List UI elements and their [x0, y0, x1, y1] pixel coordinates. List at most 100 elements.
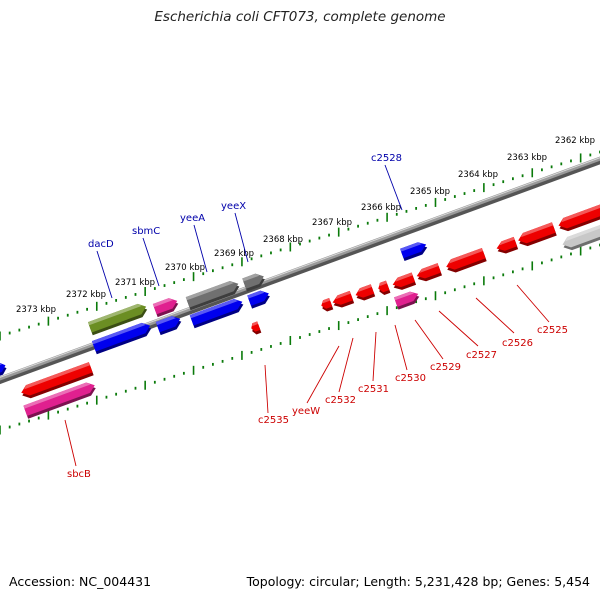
reverse-gene-label: c2529 — [430, 362, 461, 373]
gene-arrow — [392, 272, 417, 290]
scale-label: 2367 kbp — [312, 218, 352, 228]
gene-arrow — [87, 303, 148, 336]
gene-arrow-highlight — [252, 321, 259, 327]
forward-gene-label: yeeX — [221, 201, 246, 212]
forward-gene-label: dacD — [88, 239, 114, 250]
forward-leader-line — [96, 250, 113, 299]
gene-arrow — [496, 236, 519, 254]
reverse-gene-label: c2535 — [258, 415, 289, 426]
gene-arrow — [518, 222, 557, 247]
gene-arrow-highlight — [24, 362, 90, 390]
reverse-gene-label: sbcB — [67, 469, 91, 480]
gene-arrow — [321, 298, 334, 312]
label-leader-lines — [64, 164, 550, 467]
gene-arrow-highlight — [23, 382, 91, 409]
reverse-leader-line — [338, 337, 354, 393]
gene-arrow-highlight — [449, 247, 484, 264]
gene-arrow-body — [189, 298, 243, 326]
gene-features — [0, 203, 600, 419]
reverse-leader-line — [475, 297, 515, 334]
gene-arrow — [91, 322, 152, 355]
gene-arrow-highlight — [561, 203, 600, 223]
scale-label: 2365 kbp — [410, 187, 450, 197]
gene-arrow-body — [185, 280, 239, 308]
gene-arrow — [155, 316, 182, 336]
scale-label: 2362 kbp — [555, 136, 595, 146]
scale-label: 2372 kbp — [66, 290, 106, 300]
accession-text: Accession: NC_004431 — [9, 574, 152, 589]
gene-arrow-body — [87, 303, 147, 333]
gene-arrow-highlight — [155, 316, 176, 326]
forward-leader-line — [384, 164, 403, 211]
scale-label: 2370 kbp — [165, 263, 205, 273]
gene-arrow-highlight — [185, 280, 234, 301]
scale-label: 2369 kbp — [214, 249, 254, 259]
reverse-gene-label: yeeW — [292, 406, 320, 417]
gene-arrow-highlight — [322, 298, 331, 304]
gene-arrow-highlight — [395, 272, 413, 282]
gene-arrow-highlight — [91, 322, 146, 345]
forward-leader-line — [142, 237, 160, 287]
forward-leader-line — [234, 212, 249, 263]
forward-leader-line — [193, 224, 208, 273]
gene-arrow — [562, 222, 600, 251]
scale-label: 2371 kbp — [115, 278, 155, 288]
gene-arrow — [400, 242, 428, 261]
gene-arrow — [332, 290, 355, 308]
gene-arrow-highlight — [247, 290, 265, 299]
gene-arrow — [394, 291, 420, 310]
forward-gene-label: c2528 — [371, 153, 402, 164]
gene-arrow-highlight — [152, 298, 173, 308]
gene-arrow-highlight — [521, 222, 554, 238]
reverse-gene-label: c2527 — [466, 350, 497, 361]
gene-arrow — [251, 321, 262, 335]
gene-arrow — [242, 273, 265, 292]
gene-arrow-body — [23, 382, 95, 416]
lower-scale-ticks — [0, 243, 600, 435]
gene-arrow-highlight — [335, 290, 351, 300]
forward-gene-label: yeeA — [180, 213, 205, 224]
reverse-gene-label: c2525 — [537, 325, 568, 336]
reverse-leader-line — [306, 345, 340, 404]
gene-arrow — [152, 298, 179, 318]
gene-arrow-highlight — [499, 236, 515, 246]
scale-label: 2366 kbp — [361, 203, 401, 213]
gene-arrow — [189, 298, 244, 329]
reverse-leader-line — [438, 310, 479, 347]
scale-labels: 2373 kbp 2372 kbp 2371 kbp 2370 kbp 2369 kbp… — [16, 136, 595, 315]
reverse-leader-line — [64, 419, 77, 467]
gene-arrow-body — [0, 362, 6, 376]
gene-arrow-highlight — [419, 263, 439, 273]
gene-arrow — [558, 203, 600, 232]
gene-arrow-highlight — [189, 298, 238, 319]
genome-backbone — [0, 156, 600, 385]
gene-arrow-highlight — [242, 273, 260, 282]
gene-arrow-body — [400, 242, 427, 259]
gene-arrow-highlight — [565, 222, 600, 242]
genome-title: Escherichia coli CFT073, complete genome — [154, 9, 446, 25]
gene-arrow-highlight — [87, 303, 142, 326]
reverse-gene-label: c2531 — [358, 384, 389, 395]
scale-label: 2368 kbp — [263, 235, 303, 245]
gene-arrow — [185, 280, 240, 311]
gene-arrow-highlight — [379, 280, 388, 287]
reverse-leader-line — [516, 284, 550, 323]
reverse-leader-line — [264, 364, 269, 414]
topology-text: Topology: circular; Length: 5,231,428 bp… — [246, 574, 590, 589]
reverse-leader-line — [414, 319, 444, 360]
gene-arrow — [416, 263, 443, 282]
gene-arrow-highlight — [358, 284, 372, 293]
gene-arrow — [0, 362, 7, 379]
reverse-gene-label: c2526 — [502, 338, 533, 349]
reverse-leader-line — [372, 331, 377, 382]
gene-arrow-highlight — [394, 291, 414, 301]
gene-arrow — [23, 382, 96, 419]
scale-label: 2364 kbp — [458, 170, 498, 180]
gene-arrow-body — [91, 322, 151, 352]
gene-arrow — [21, 362, 94, 399]
gene-arrow — [247, 290, 270, 309]
gene-labels: dacDsbmCyeeAyeeXc2528sbcBc2535yeeWc2532c… — [67, 153, 568, 480]
scale-label: 2363 kbp — [507, 153, 547, 163]
scale-label: 2373 kbp — [16, 305, 56, 315]
upper-scale-ticks — [0, 150, 600, 341]
